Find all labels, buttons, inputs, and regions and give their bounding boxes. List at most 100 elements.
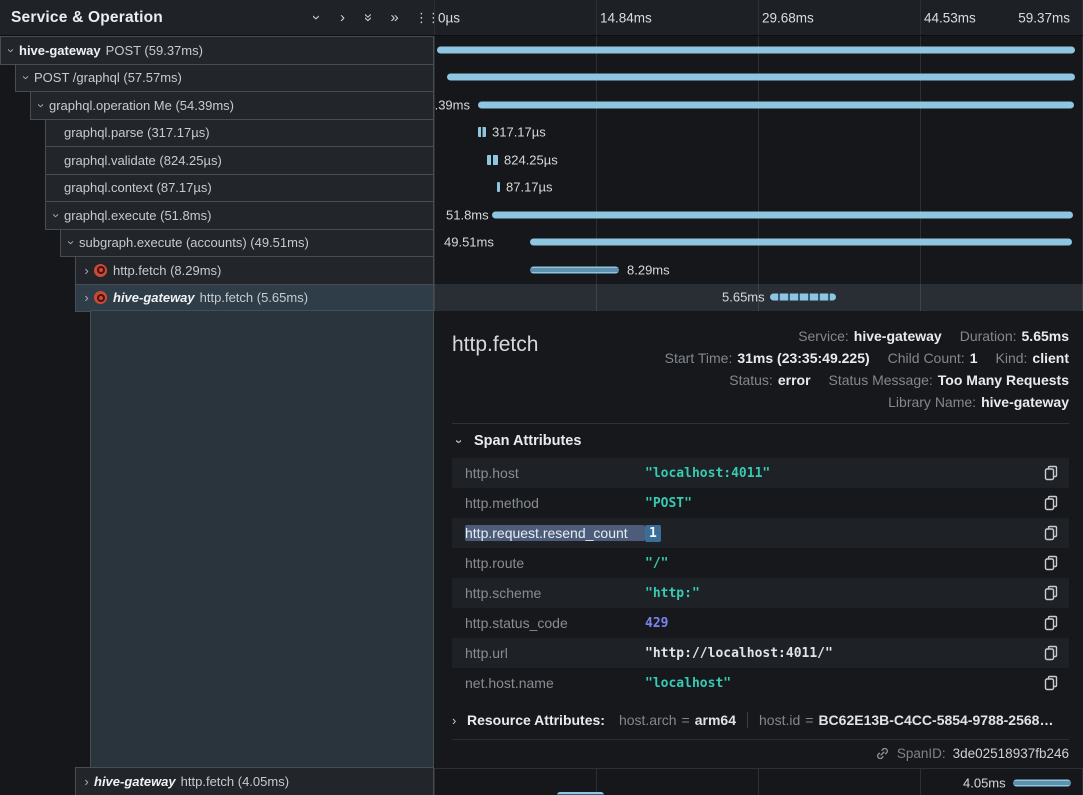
waterfall-row[interactable]: 824.25µs	[434, 146, 1083, 174]
caret-right-icon[interactable]: ›	[84, 262, 89, 278]
span-bar[interactable]	[478, 101, 1074, 109]
duration-label: 51.8ms	[446, 207, 489, 223]
meta-pair: Kind: client	[996, 350, 1070, 366]
copy-button[interactable]	[1042, 553, 1060, 573]
attribute-value: "POST"	[645, 495, 692, 511]
caret-down-icon[interactable]: ›	[19, 75, 34, 80]
caret-right-icon[interactable]: ›	[84, 290, 89, 306]
span-operation-label: graphql.parse (317.17µs)	[64, 125, 210, 141]
double-chevron-right-icon[interactable]: »	[390, 9, 399, 26]
meta-value: hive-gateway	[853, 328, 942, 344]
attribute-value: "/"	[645, 555, 669, 571]
copy-button[interactable]	[1042, 673, 1060, 693]
copy-button[interactable]	[1042, 523, 1060, 543]
meta-value: hive-gateway	[981, 394, 1069, 410]
meta-pair: Status Message: Too Many Requests	[829, 372, 1069, 388]
copy-icon	[1044, 495, 1058, 511]
tree-row[interactable]: › graphql.execute (51.8ms)	[45, 201, 434, 230]
waterfall-row[interactable]	[434, 36, 1083, 64]
chevron-down-icon[interactable]: ›	[308, 15, 325, 20]
span-meta-line: Start Time: 31ms (23:35:49.225) Child Coun…	[647, 347, 1069, 369]
divider	[747, 712, 748, 728]
attribute-key: http.request.resend_count	[465, 525, 645, 541]
span-bar[interactable]	[530, 238, 1072, 246]
span-detail-panel: http.fetch Service: hive-gateway Duration:…	[434, 311, 1083, 768]
attribute-value: 429	[645, 615, 669, 631]
attribute-value: "localhost:4011"	[645, 465, 771, 481]
duration-label: 49.51ms	[444, 234, 494, 250]
timeline-gridline	[920, 0, 921, 35]
waterfall-row[interactable]: 87.17µs	[434, 174, 1083, 202]
tree-row[interactable]: › http.fetch (8.29ms)	[75, 256, 434, 285]
attribute-key: http.url	[465, 645, 508, 661]
copy-icon	[1044, 585, 1058, 601]
waterfall-row[interactable]: 4.05ms	[434, 769, 1083, 795]
attribute-key: http.host	[465, 465, 519, 481]
meta-value: 5.65ms	[1021, 328, 1069, 344]
span-attributes-title: Span Attributes	[474, 433, 582, 449]
tree-row[interactable]: › subgraph.execute (accounts) (49.51ms)	[60, 228, 434, 257]
duration-label: 4.05ms	[963, 775, 1006, 791]
span-marker[interactable]	[487, 154, 498, 165]
meta-label: Kind:	[995, 350, 1028, 366]
span-bar[interactable]	[530, 266, 619, 274]
tree-row[interactable]: › POST /graphql (57.57ms)	[15, 63, 434, 92]
tree-row[interactable]: graphql.parse (317.17µs)	[45, 118, 434, 147]
duration-label: 54.39ms	[434, 97, 470, 113]
span-operation-label: http.fetch (8.29ms)	[113, 262, 222, 278]
caret-right-icon[interactable]: ›	[452, 712, 457, 728]
caret-down-icon[interactable]: ›	[64, 240, 79, 245]
resource-attributes-title: Resource Attributes:	[467, 712, 605, 728]
caret-down-icon[interactable]: ›	[452, 438, 467, 444]
tree-row[interactable]: graphql.context (87.17µs)	[45, 173, 434, 202]
span-marker[interactable]	[497, 182, 500, 193]
selected-span-subtree-area	[90, 310, 434, 768]
tree-row[interactable]: › hive-gateway http.fetch (5.65ms)	[75, 283, 434, 312]
partial-span-bar[interactable]	[557, 792, 604, 795]
service-operation-header: Service & Operation › › » » ⋮⋮	[0, 0, 440, 36]
span-operation-label: graphql.execute (51.8ms)	[64, 207, 212, 223]
span-bar[interactable]	[1013, 779, 1071, 787]
meta-label: Duration:	[959, 328, 1017, 344]
waterfall-row[interactable]	[434, 64, 1083, 92]
waterfall-row[interactable]: 8.29ms	[434, 256, 1083, 284]
drag-handle-icon[interactable]: ⋮⋮	[415, 10, 440, 25]
caret-down-icon[interactable]: ›	[49, 213, 64, 218]
timeline-gridline	[596, 36, 597, 311]
duration-label: 5.65ms	[722, 289, 765, 305]
span-bar[interactable]	[770, 293, 836, 301]
timeline-column: 0µs 14.84ms 29.68ms 44.53ms 59.37ms 54.39ms 3…	[434, 0, 1083, 795]
copy-button[interactable]	[1042, 493, 1060, 513]
waterfall-row[interactable]: 317.17µs	[434, 119, 1083, 147]
span-attributes-header[interactable]: › Span Attributes	[452, 424, 1069, 458]
tree-row[interactable]: graphql.validate (824.25µs)	[45, 146, 434, 175]
caret-down-icon[interactable]: ›	[34, 103, 49, 108]
resource-attributes-row[interactable]: › Resource Attributes: host.arch = arm64 ho…	[452, 701, 1069, 739]
waterfall-row[interactable]: 51.8ms	[434, 201, 1083, 229]
span-bar[interactable]	[437, 46, 1075, 54]
caret-right-icon[interactable]: ›	[84, 773, 89, 789]
span-marker[interactable]	[478, 127, 486, 138]
chevron-right-icon[interactable]: ›	[340, 9, 345, 26]
span-service-name: hive-gateway	[94, 773, 176, 789]
error-icon	[94, 263, 107, 277]
waterfall-row[interactable]: 49.51ms	[434, 229, 1083, 257]
copy-button[interactable]	[1042, 643, 1060, 663]
meta-label: Library Name:	[888, 394, 977, 410]
double-chevron-down-icon[interactable]: »	[360, 13, 377, 22]
caret-down-icon[interactable]: ›	[4, 48, 19, 53]
timeline-tick-label: 59.37ms	[1018, 10, 1070, 25]
timeline-tick-label: 0µs	[438, 10, 461, 25]
span-bar[interactable]	[492, 211, 1073, 219]
waterfall-row[interactable]: 54.39ms	[434, 91, 1083, 119]
copy-button[interactable]	[1042, 583, 1060, 603]
waterfall-row[interactable]: 5.65ms	[434, 283, 1083, 311]
tree-row[interactable]: › hive-gateway http.fetch (4.05ms)	[75, 767, 434, 795]
tree-row[interactable]: › graphql.operation Me (54.39ms)	[30, 91, 434, 120]
attribute-row: http.url "http://localhost:4011/"	[452, 638, 1069, 668]
copy-button[interactable]	[1042, 463, 1060, 483]
tree-row[interactable]: › hive-gateway POST (59.37ms)	[0, 36, 434, 65]
span-id-row: SpanID: 3de02518937fb246	[452, 739, 1069, 767]
copy-button[interactable]	[1042, 613, 1060, 633]
span-bar[interactable]	[447, 73, 1075, 81]
